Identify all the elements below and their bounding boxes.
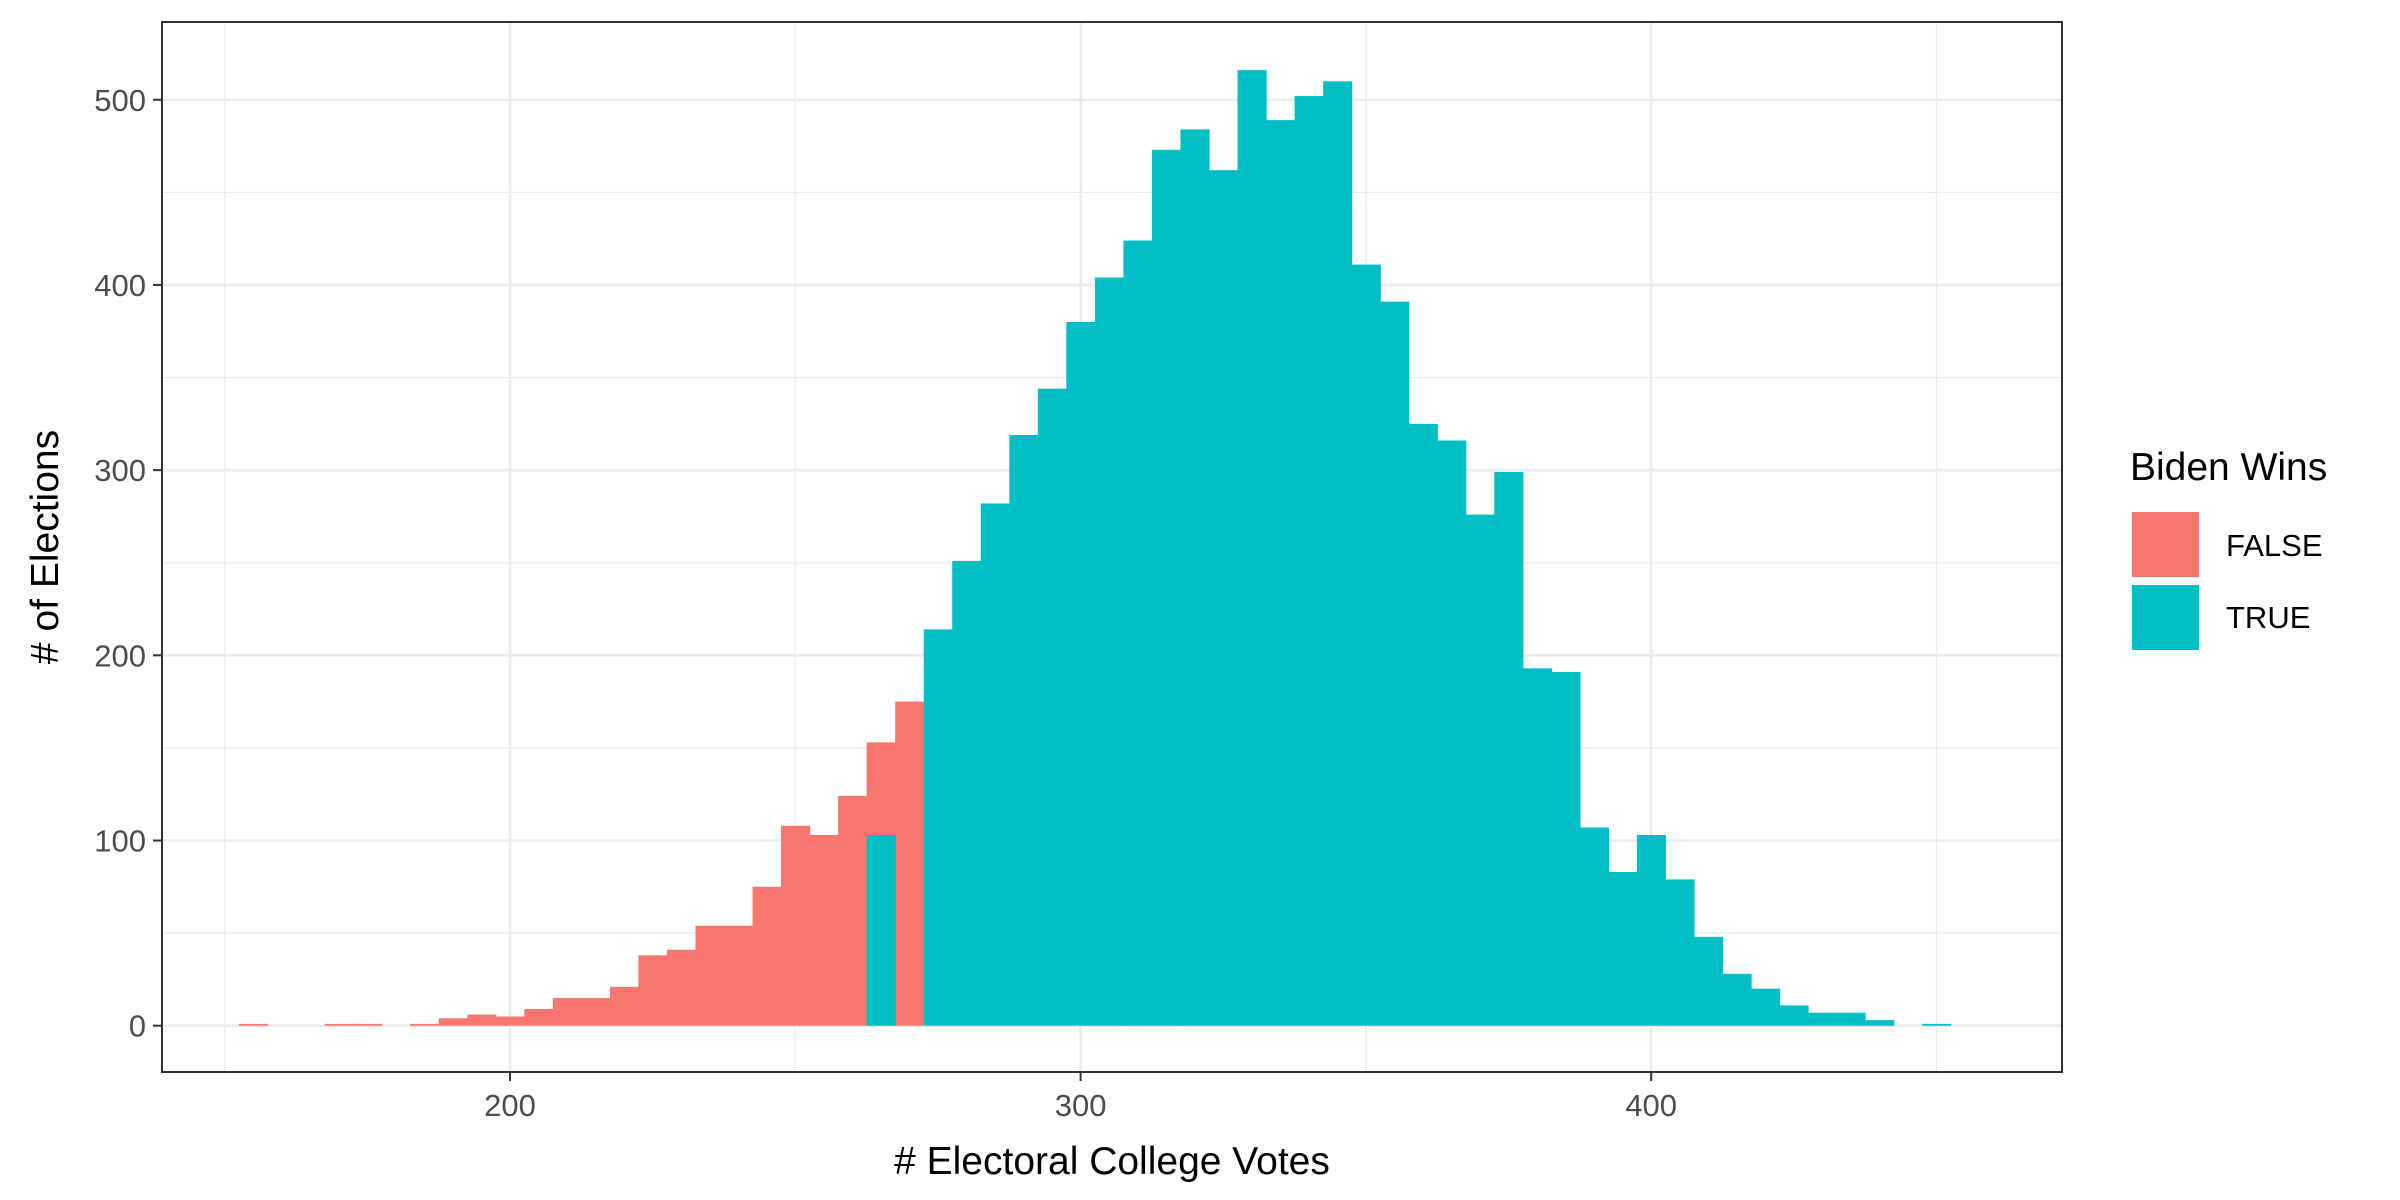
y-tick-label: 500 <box>94 83 146 118</box>
bar-true <box>1465 514 1495 1026</box>
axis-ticks: 200 300 400 0 100 200 300 400 500 <box>94 83 1677 1123</box>
y-tick-label: 0 <box>129 1009 146 1044</box>
bar-true <box>1636 834 1667 1026</box>
bar-true <box>1693 936 1724 1026</box>
bar-true <box>1722 973 1752 1026</box>
bar-true <box>1180 129 1210 1026</box>
panel-border <box>161 21 2063 1073</box>
legend-title: Biden Wins <box>2130 446 2327 489</box>
bar-true <box>1437 440 1467 1026</box>
bar-false <box>467 1014 497 1026</box>
bar-false <box>353 1023 383 1026</box>
bar-true <box>1808 1012 1838 1026</box>
bar-true <box>1037 388 1067 1026</box>
bar-true <box>980 503 1010 1026</box>
bar-true <box>1209 170 1239 1026</box>
bar-true <box>1123 240 1153 1026</box>
bar-true <box>1380 301 1410 1026</box>
bar-true <box>1836 1012 1866 1026</box>
bar-false <box>781 825 811 1026</box>
bar-false <box>324 1023 354 1026</box>
bar-false <box>239 1023 269 1026</box>
x-tick-label: 400 <box>1625 1088 1677 1123</box>
bar-true <box>1865 1020 1895 1026</box>
x-tick-label: 300 <box>1055 1088 1107 1123</box>
bar-true <box>1751 988 1781 1026</box>
x-axis-title: # Electoral College Votes <box>894 1140 1330 1183</box>
bar-false <box>495 1016 525 1026</box>
bar-true <box>1066 322 1096 1026</box>
bar-false <box>695 925 725 1026</box>
bar-true <box>952 560 982 1026</box>
bar-true <box>1779 1005 1809 1026</box>
bar-true <box>1351 264 1381 1026</box>
legend-label-false: FALSE <box>2226 528 2323 563</box>
bar-true <box>1094 277 1125 1026</box>
bar-true <box>1237 70 1267 1026</box>
bar-true <box>923 629 953 1026</box>
bar-true <box>1009 434 1039 1026</box>
histogram-bars <box>239 70 1952 1026</box>
y-tick-label: 400 <box>94 268 146 303</box>
legend-label-true: TRUE <box>2226 600 2310 635</box>
y-axis-title: # of Elections <box>24 430 67 664</box>
bar-false <box>438 1018 468 1026</box>
legend-key-false <box>2132 512 2199 577</box>
legend-key-true <box>2132 585 2199 650</box>
bar-false <box>410 1023 440 1026</box>
bar-true <box>1551 672 1581 1026</box>
y-tick-label: 300 <box>94 453 146 488</box>
bar-true <box>1579 827 1609 1026</box>
bar-false <box>809 834 839 1026</box>
bar-false <box>581 997 611 1026</box>
bar-false <box>638 955 668 1026</box>
bar-true <box>1922 1023 1952 1026</box>
bar-true <box>1522 668 1552 1026</box>
bar-true <box>1608 872 1638 1026</box>
bar-false <box>752 886 782 1026</box>
bar-true <box>866 834 896 1026</box>
bar-true <box>1494 472 1524 1026</box>
bar-true <box>1294 96 1324 1026</box>
bar-true <box>1151 149 1182 1026</box>
y-tick-label: 100 <box>94 824 146 859</box>
x-tick-label: 200 <box>484 1088 536 1123</box>
bar-true <box>1266 120 1296 1026</box>
bar-false <box>666 949 697 1026</box>
bar-true <box>1408 423 1438 1026</box>
bar-false <box>524 1009 554 1026</box>
bar-false <box>724 925 754 1026</box>
bar-false <box>895 701 925 1026</box>
bar-true <box>1323 81 1353 1026</box>
y-tick-label: 200 <box>94 638 146 673</box>
bar-false <box>609 986 640 1026</box>
bar-false <box>552 997 582 1026</box>
bar-false <box>838 796 868 1026</box>
legend: Biden Wins FALSE TRUE <box>2130 446 2327 650</box>
bar-true <box>1665 879 1695 1026</box>
